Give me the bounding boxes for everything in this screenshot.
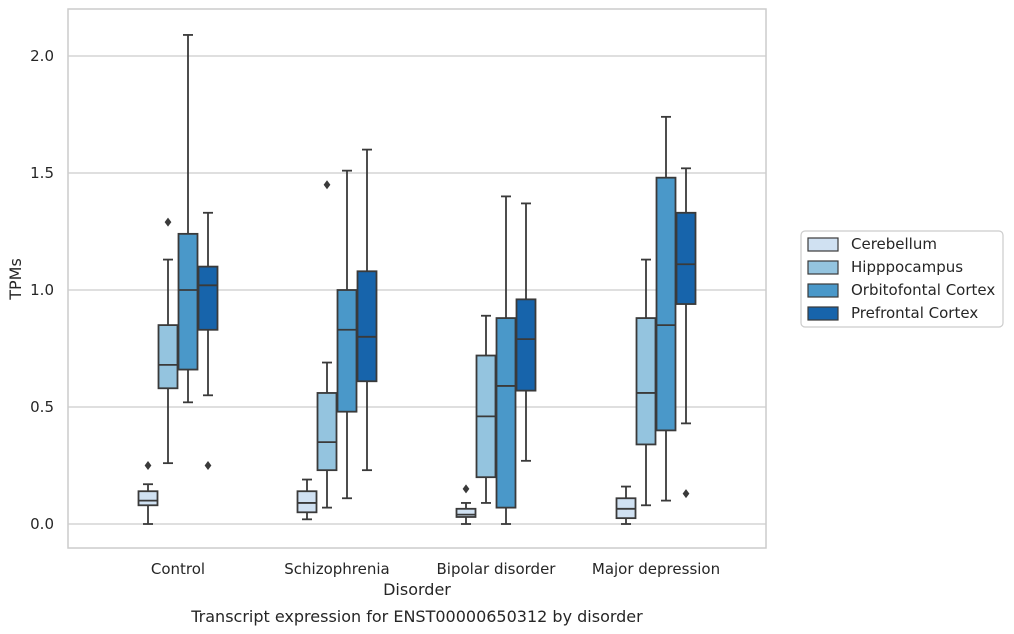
legend-swatch <box>807 306 839 321</box>
y-tick-label: 0.5 <box>30 398 54 416</box>
outlier-point <box>144 461 152 470</box>
series-orbitofontal-cortex <box>177 34 677 525</box>
legend-item: Prefrontal Cortex <box>807 304 978 322</box>
outlier-point <box>323 180 331 190</box>
box <box>177 34 199 404</box>
box-body <box>515 298 537 392</box>
box <box>296 478 318 521</box>
legend-label: Hipppocampus <box>851 258 963 276</box>
legend-item: Hipppocampus <box>807 258 963 276</box>
box <box>655 115 677 502</box>
box-body <box>675 211 697 305</box>
box-body <box>356 270 378 383</box>
box <box>197 211 219 470</box>
box-series <box>137 34 697 525</box>
box-body <box>635 317 657 446</box>
box <box>675 167 697 499</box>
y-tick-label: 1.0 <box>30 281 54 299</box>
outlier-point <box>682 489 690 499</box>
y-tick-label: 1.5 <box>30 164 54 182</box>
box <box>615 485 637 525</box>
box-body <box>495 317 517 509</box>
box <box>356 148 378 472</box>
y-axis-label: TPMs <box>6 258 25 301</box>
box <box>635 258 657 507</box>
box-body <box>137 490 159 507</box>
box-body <box>455 507 477 518</box>
legend: Cerebellum Hipppocampus Orbitofontal Corte… <box>800 230 1004 328</box>
box-body <box>157 324 179 390</box>
series-cerebellum <box>137 461 637 525</box>
box-body <box>336 289 358 413</box>
box-body <box>655 176 677 432</box>
x-axis-label: Disorder <box>383 580 451 599</box>
x-tick-label: Major depression <box>592 560 720 578</box>
outlier-point <box>204 461 212 470</box>
legend-item: Orbitofontal Cortex <box>807 281 995 299</box>
box <box>336 169 358 500</box>
legend-item: Cerebellum <box>807 235 937 253</box>
box <box>475 314 497 504</box>
legend-swatch <box>807 237 839 252</box>
box-body <box>296 490 318 514</box>
outlier-point <box>164 217 172 227</box>
series-hipppocampus <box>157 180 657 509</box>
box-body <box>177 232 199 371</box>
legend-label: Prefrontal Cortex <box>851 304 978 322</box>
x-tick-label: Control <box>151 560 205 578</box>
box <box>157 217 179 465</box>
x-tick-label: Schizophrenia <box>284 560 389 578</box>
box-body <box>316 392 338 472</box>
box <box>455 484 477 525</box>
chart-caption: Transcript expression for ENST0000065031… <box>190 607 643 626</box>
legend-swatch <box>807 260 839 275</box>
box <box>515 202 537 462</box>
legend-frame <box>800 230 1004 328</box>
y-tick-label: 2.0 <box>30 47 54 65</box>
box <box>495 195 517 525</box>
series-prefrontal-cortex <box>197 148 697 499</box>
legend-label: Orbitofontal Cortex <box>851 281 995 299</box>
x-axis-ticks: Control Schizophrenia Bipolar disorder Majo… <box>151 560 720 578</box>
box <box>137 461 159 525</box>
x-tick-label: Bipolar disorder <box>437 560 557 578</box>
y-tick-label: 0.0 <box>30 515 54 533</box>
legend-label: Cerebellum <box>851 235 937 253</box>
y-axis-ticks: 0.0 0.5 1.0 1.5 2.0 <box>30 47 54 533</box>
outlier-point <box>462 484 470 494</box>
box <box>316 180 338 509</box>
box-body <box>197 265 219 331</box>
plot-frame <box>67 8 767 549</box>
legend-swatch <box>807 283 839 298</box>
